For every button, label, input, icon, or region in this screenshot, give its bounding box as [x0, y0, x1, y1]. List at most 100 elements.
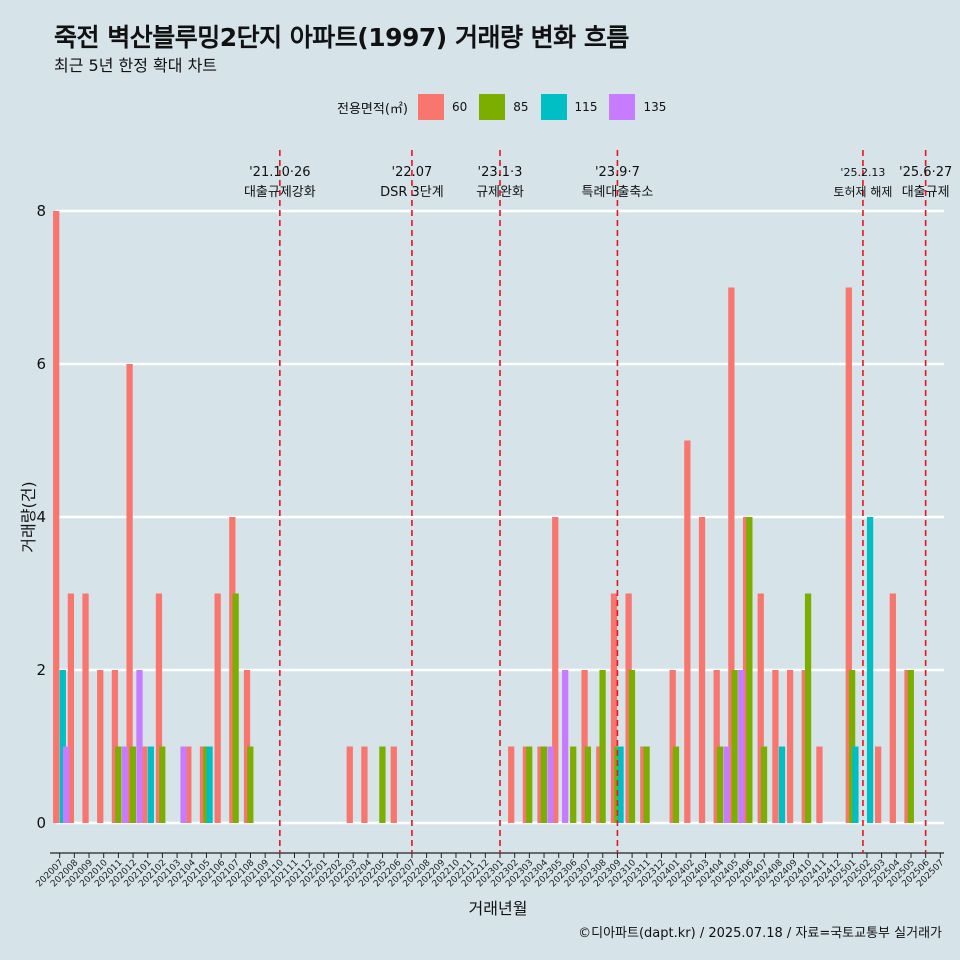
bar-202408-115 — [778, 746, 786, 823]
y-tick-label: 2 — [36, 661, 46, 679]
y-axis-title: 거래량(건) — [19, 481, 38, 552]
chart-title: 죽전 벽산블루밍2단지 아파트(1997) 거래량 변화 흐름 — [54, 23, 629, 52]
bar-202101-60 — [141, 746, 148, 823]
annotation-label: 대출규제 — [902, 185, 950, 200]
bar-202305-135 — [562, 670, 569, 823]
y-tick-label: 6 — [36, 355, 46, 373]
bar-202409-60 — [786, 670, 794, 823]
legend-label-115: 115 — [574, 100, 598, 114]
legend-item-115: 115 — [540, 94, 604, 120]
legend-swatch-60 — [417, 94, 444, 120]
source-caption: ©디아파트(dapt.kr) / 2025.07.18 / 자료=국토교통부 실… — [578, 926, 942, 941]
bar-202303-85 — [526, 746, 533, 823]
bar-202410-85 — [804, 593, 812, 823]
bar-202203-60 — [346, 746, 353, 823]
bar-202308-60 — [596, 746, 603, 823]
bar-202206-60 — [390, 746, 397, 823]
bar-202305-60 — [552, 517, 559, 823]
bar-202011-60 — [111, 670, 119, 823]
legend-item-60: 60 — [417, 94, 473, 120]
bar-202102-85 — [159, 746, 166, 823]
bar-202309-60 — [610, 593, 618, 823]
annotation-label: 특례대출축소 — [582, 185, 654, 200]
annotation-date: '23.1·3 — [478, 165, 523, 180]
bar-202501-60 — [845, 287, 852, 823]
bar-202304-60 — [537, 746, 544, 823]
bar-202311-85 — [643, 746, 650, 823]
bar-202501-85 — [848, 670, 856, 823]
legend-label-135: 135 — [643, 100, 667, 114]
bar-202406-60 — [742, 517, 750, 823]
bar-202007-60 — [53, 211, 60, 823]
legend-swatch-135 — [609, 94, 636, 120]
annotation-date: '25.2.13 — [840, 166, 885, 179]
bar-202505-85 — [907, 670, 914, 823]
bar-202302-60 — [508, 746, 515, 823]
bar-202108-85 — [247, 746, 254, 823]
bar-202406-85 — [746, 517, 753, 823]
bar-202103-135 — [180, 746, 187, 823]
y-tick-label: 4 — [36, 508, 46, 526]
legend-label-85: 85 — [513, 100, 529, 114]
bar-202007-115 — [59, 670, 66, 823]
bar-202304-85 — [540, 746, 548, 823]
bar-202404-85 — [716, 746, 724, 823]
bar-202505-60 — [904, 670, 911, 823]
bar-202410-60 — [801, 670, 808, 823]
bar-202008-60 — [67, 593, 75, 823]
bar-202401-85 — [672, 746, 680, 823]
y-tick-label: 0 — [36, 814, 46, 832]
y-tick-label: 8 — [36, 202, 46, 220]
bar-202408-60 — [772, 670, 779, 823]
legend: 전용면적(㎡) 60 85 115 135 — [337, 93, 678, 121]
bar-202405-60 — [728, 287, 735, 823]
bar-202204-60 — [361, 746, 368, 823]
bar-202504-60 — [889, 593, 896, 823]
bar-202411-60 — [816, 746, 823, 823]
bar-202307-85 — [584, 746, 592, 823]
bar-202405-85 — [731, 670, 738, 823]
legend-item-85: 85 — [479, 94, 534, 120]
bar-202306-85 — [570, 746, 577, 823]
legend-swatch-115 — [540, 94, 567, 120]
bar-202009-60 — [82, 593, 89, 823]
bar-202407-60 — [757, 593, 764, 823]
bar-202010-60 — [97, 670, 104, 823]
annotation-date: '25.6·27 — [899, 165, 952, 180]
bar-202309-115 — [617, 746, 624, 823]
bar-202403-60 — [698, 517, 706, 823]
annotation-label: DSR 3단계 — [380, 185, 444, 200]
bar-202105-60 — [199, 746, 207, 823]
legend-swatch-85 — [479, 94, 506, 120]
bar-202007-135 — [62, 746, 70, 823]
bar-202402-60 — [684, 440, 691, 823]
annotation-date: '23.9·7 — [595, 165, 640, 180]
annotation-label: 토허제 해제 — [833, 185, 892, 199]
bar-202404-60 — [713, 670, 720, 823]
bar-202303-60 — [522, 746, 530, 823]
bar-202304-135 — [547, 746, 554, 823]
bar-202503-60 — [875, 746, 882, 823]
bar-202012-135 — [136, 670, 143, 823]
bar-202108-60 — [243, 670, 251, 823]
bar-202012-60 — [126, 364, 133, 823]
x-axis-title: 거래년월 — [469, 899, 528, 918]
bar-202011-85 — [115, 746, 122, 823]
bar-202401-60 — [669, 670, 676, 823]
bar-202308-85 — [599, 670, 606, 823]
bar-202102-60 — [155, 593, 163, 823]
annotation-label: 대출규제강화 — [244, 185, 316, 200]
legend-title: 전용면적(㎡) — [337, 101, 408, 117]
bar-202311-60 — [640, 746, 647, 823]
bar-202105-115 — [206, 746, 213, 823]
bar-202107-60 — [229, 517, 236, 823]
chart-subtitle: 최근 5년 한정 확대 차트 — [54, 56, 218, 75]
bar-202404-135 — [723, 746, 730, 823]
legend-label-60: 60 — [451, 100, 468, 114]
bar-202310-60 — [625, 593, 632, 823]
bar-202501-115 — [852, 746, 859, 823]
annotation-label: 규제완화 — [476, 185, 524, 200]
bar-202101-115 — [147, 746, 155, 823]
bar-202205-85 — [379, 746, 386, 823]
bar-202104-60 — [185, 746, 192, 823]
